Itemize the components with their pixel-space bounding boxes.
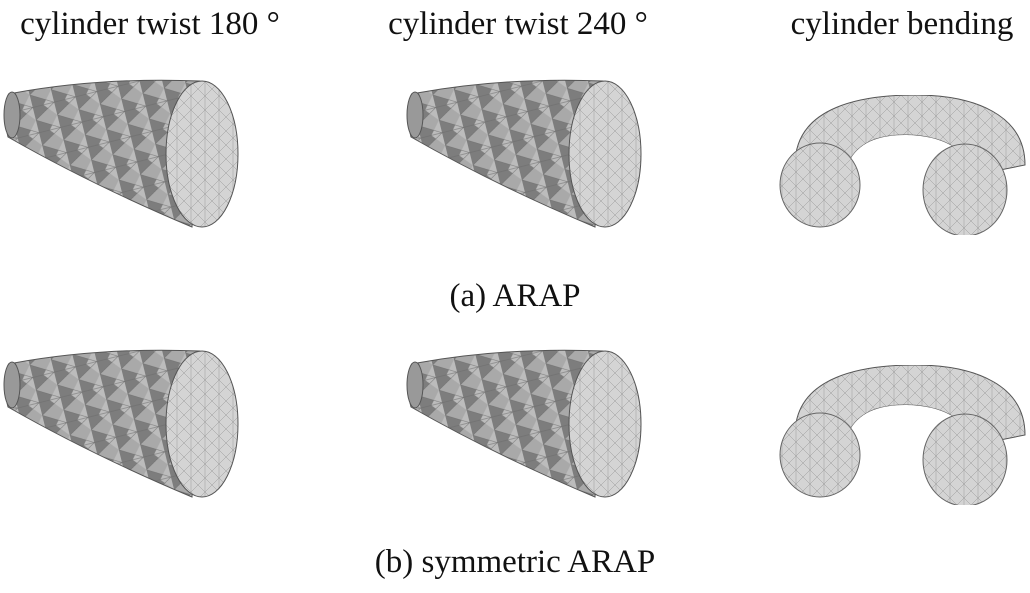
column-header: cylinder twist 180 ° [20,6,280,42]
figure: cylinder twist 180 ° cylinder twist 240 … [0,0,1030,588]
column-header: cylinder twist 240 ° [388,6,648,42]
mesh-render [407,350,641,497]
column-header: cylinder bending [791,6,1014,42]
mesh-render [4,80,238,227]
mesh-render [407,80,641,227]
row-caption: (b) symmetric ARAP [375,544,655,580]
mesh-render [780,95,1025,236]
row-caption: (a) ARAP [449,278,580,314]
mesh-render [780,365,1025,506]
mesh-render [4,350,238,497]
